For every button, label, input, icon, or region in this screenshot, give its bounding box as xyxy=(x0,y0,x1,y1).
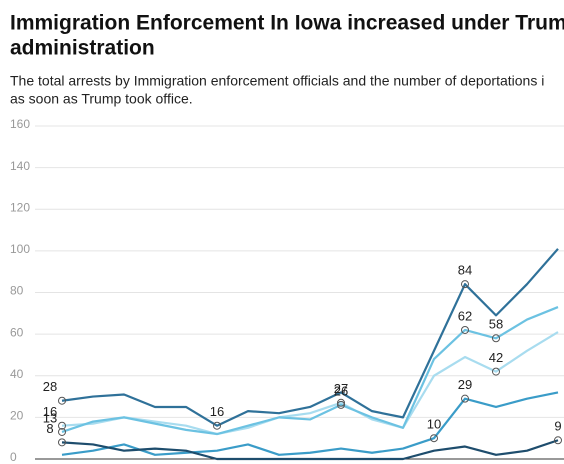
point-marker xyxy=(58,438,66,447)
data-label: 16 xyxy=(210,404,224,419)
data-label: 16 xyxy=(43,404,57,419)
point-marker xyxy=(461,394,469,403)
data-label: 84 xyxy=(458,263,472,278)
y-tick-label: 120 xyxy=(10,200,30,214)
point-marker xyxy=(461,325,469,334)
y-tick-label: 140 xyxy=(10,159,30,173)
point-marker xyxy=(461,280,469,289)
data-label: 9 xyxy=(554,419,561,434)
data-label: 27 xyxy=(334,381,348,396)
data-label: 62 xyxy=(458,308,472,323)
chart-title: Immigration Enforcement In Iowa increase… xyxy=(10,12,564,35)
data-label: 13 xyxy=(43,410,57,425)
data-label: 10 xyxy=(427,417,441,432)
y-tick-label: 80 xyxy=(10,284,24,298)
point-marker xyxy=(213,421,221,430)
y-tick-label: 100 xyxy=(10,242,30,256)
data-label: 58 xyxy=(489,317,503,332)
series-line xyxy=(61,391,559,456)
y-tick-label: 0 xyxy=(10,450,17,464)
y-tick-label: 20 xyxy=(10,409,24,423)
point-marker xyxy=(492,367,500,376)
y-tick-label: 160 xyxy=(10,117,30,131)
chart-title: administration xyxy=(10,37,155,60)
series-line xyxy=(61,248,559,427)
point-marker xyxy=(58,427,66,436)
data-label: 8 xyxy=(46,421,53,436)
y-tick-label: 60 xyxy=(10,325,24,339)
series-line xyxy=(61,439,559,461)
point-marker xyxy=(58,396,66,405)
y-tick-label: 40 xyxy=(10,367,24,381)
data-label: 29 xyxy=(458,377,472,392)
point-marker xyxy=(430,434,438,443)
point-marker xyxy=(58,421,66,430)
data-label: 26 xyxy=(334,383,348,398)
point-marker xyxy=(337,400,345,409)
point-marker xyxy=(492,334,500,343)
point-marker xyxy=(337,398,345,407)
chart-subtitle: as soon as Trump took office. xyxy=(10,91,193,107)
point-marker xyxy=(554,436,562,445)
series-line xyxy=(61,306,559,436)
series-line xyxy=(61,331,559,436)
chart-subtitle: The total arrests by Immigration enforce… xyxy=(10,73,544,89)
data-label: 28 xyxy=(43,379,57,394)
data-label: 42 xyxy=(489,350,503,365)
